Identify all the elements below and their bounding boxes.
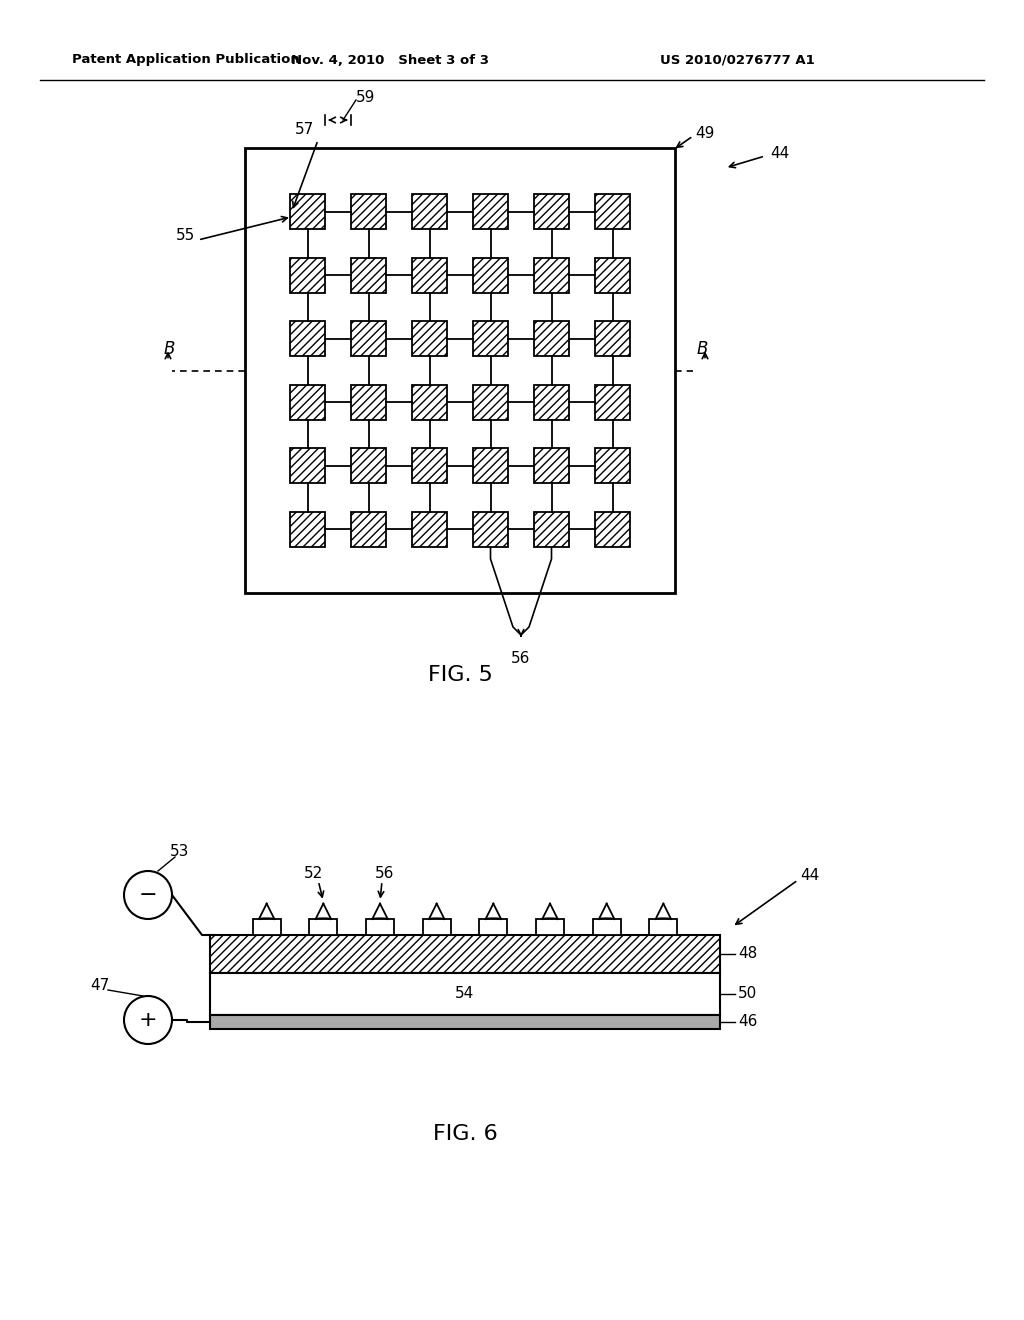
Bar bbox=[412, 512, 447, 546]
Bar bbox=[412, 321, 447, 356]
Text: 47: 47 bbox=[90, 978, 110, 993]
Bar bbox=[351, 257, 386, 293]
Bar bbox=[366, 919, 394, 935]
Bar bbox=[473, 194, 508, 230]
Bar bbox=[253, 919, 281, 935]
Bar bbox=[534, 257, 569, 293]
Bar bbox=[595, 512, 630, 546]
Text: US 2010/0276777 A1: US 2010/0276777 A1 bbox=[660, 54, 815, 66]
Bar bbox=[595, 384, 630, 420]
Text: −: − bbox=[138, 884, 158, 906]
Bar bbox=[290, 512, 326, 546]
Text: 54: 54 bbox=[456, 986, 475, 1002]
Bar bbox=[534, 321, 569, 356]
Bar bbox=[210, 973, 720, 1015]
Bar bbox=[412, 384, 447, 420]
Text: B: B bbox=[697, 341, 709, 359]
Circle shape bbox=[124, 997, 172, 1044]
Bar bbox=[595, 257, 630, 293]
Bar bbox=[534, 384, 569, 420]
Text: 46: 46 bbox=[738, 1015, 758, 1030]
Text: 52: 52 bbox=[304, 866, 323, 882]
Bar bbox=[351, 384, 386, 420]
Bar bbox=[290, 447, 326, 483]
Bar bbox=[479, 919, 507, 935]
Text: 55: 55 bbox=[176, 227, 195, 243]
Text: Patent Application Publication: Patent Application Publication bbox=[72, 54, 300, 66]
Circle shape bbox=[124, 871, 172, 919]
Bar bbox=[290, 321, 326, 356]
Bar bbox=[412, 257, 447, 293]
Text: FIG. 5: FIG. 5 bbox=[428, 665, 493, 685]
Bar bbox=[473, 257, 508, 293]
Text: 53: 53 bbox=[170, 845, 189, 859]
Bar bbox=[595, 194, 630, 230]
Text: 44: 44 bbox=[770, 145, 790, 161]
Bar bbox=[534, 194, 569, 230]
Text: 56: 56 bbox=[511, 651, 530, 667]
Text: 49: 49 bbox=[695, 125, 715, 140]
Bar bbox=[290, 194, 326, 230]
Text: 50: 50 bbox=[738, 986, 758, 1002]
Bar bbox=[412, 194, 447, 230]
Text: FIG. 6: FIG. 6 bbox=[432, 1125, 498, 1144]
Bar bbox=[290, 384, 326, 420]
Text: 56: 56 bbox=[376, 866, 394, 882]
Bar bbox=[534, 447, 569, 483]
Text: 57: 57 bbox=[295, 123, 314, 137]
Bar bbox=[423, 919, 451, 935]
Bar bbox=[351, 447, 386, 483]
Bar bbox=[473, 321, 508, 356]
Bar bbox=[595, 321, 630, 356]
Bar bbox=[473, 512, 508, 546]
Bar bbox=[351, 512, 386, 546]
Bar bbox=[210, 935, 720, 973]
Text: +: + bbox=[138, 1010, 158, 1030]
Text: Nov. 4, 2010   Sheet 3 of 3: Nov. 4, 2010 Sheet 3 of 3 bbox=[291, 54, 489, 66]
Bar bbox=[595, 447, 630, 483]
Bar bbox=[351, 321, 386, 356]
Bar bbox=[309, 919, 337, 935]
Bar bbox=[473, 384, 508, 420]
Bar bbox=[536, 919, 564, 935]
Bar bbox=[210, 1015, 720, 1030]
Bar bbox=[649, 919, 677, 935]
Bar bbox=[245, 148, 675, 593]
Text: 59: 59 bbox=[356, 91, 376, 106]
Bar bbox=[412, 447, 447, 483]
Text: 48: 48 bbox=[738, 946, 758, 961]
Bar bbox=[351, 194, 386, 230]
Text: B: B bbox=[164, 341, 175, 359]
Bar bbox=[473, 447, 508, 483]
Bar bbox=[534, 512, 569, 546]
Text: 44: 44 bbox=[800, 867, 819, 883]
Bar bbox=[593, 919, 621, 935]
Bar bbox=[290, 257, 326, 293]
